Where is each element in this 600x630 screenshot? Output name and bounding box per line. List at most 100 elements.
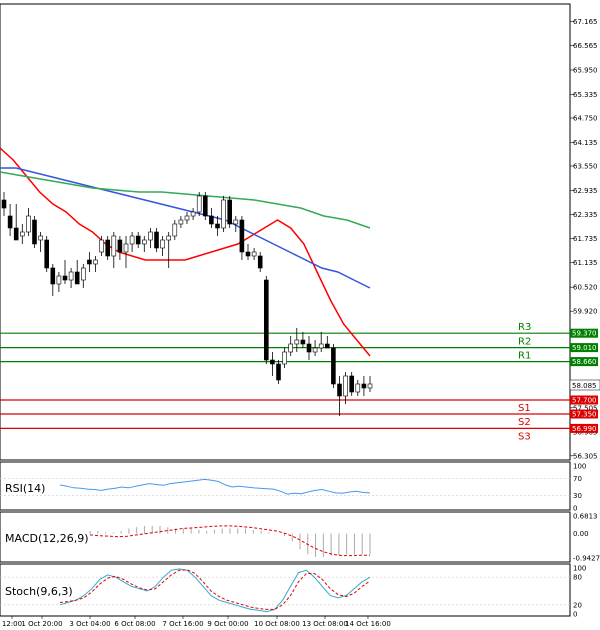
macd-signal-line xyxy=(89,525,370,557)
candle-body xyxy=(7,215,13,229)
candle-body xyxy=(209,215,214,225)
candle-body xyxy=(166,235,171,241)
candle-body xyxy=(62,275,68,281)
candle-body xyxy=(87,259,92,265)
stoch-label: Stoch(9,6,3) xyxy=(5,585,73,598)
stoch-tick-label: 20 xyxy=(573,601,582,609)
candle-body xyxy=(178,219,184,225)
level-label: S3 xyxy=(518,431,531,442)
candle-body xyxy=(129,235,135,245)
rsi-panel xyxy=(0,461,571,511)
current-price-label: 58.085 xyxy=(572,382,597,390)
candle-body xyxy=(93,259,98,265)
rsi-indicator: 100 70 30 0 xyxy=(0,463,586,513)
candle-body xyxy=(56,275,62,285)
candle-body xyxy=(257,255,263,269)
candle-body xyxy=(324,343,330,349)
rsi-tick-label: 0 xyxy=(573,505,577,513)
price-tick-label: 62.335 xyxy=(573,211,598,219)
price-tick-label: 67.165 xyxy=(573,18,598,26)
macd-tick-label: 0.00 xyxy=(573,530,589,538)
price-tick-label: 57.505 xyxy=(573,404,598,412)
candle-body xyxy=(343,375,348,397)
stoch-panel xyxy=(0,563,571,617)
candle-body xyxy=(203,195,208,217)
price-tick-label: 61.735 xyxy=(573,235,598,243)
price-tick-label: 63.550 xyxy=(573,163,598,171)
candle-body xyxy=(32,219,37,245)
candle-body xyxy=(288,343,294,353)
rsi-line xyxy=(59,478,371,495)
level-price-label: 57.700 xyxy=(572,397,597,405)
macd-tick-label: -0.9427 xyxy=(573,555,600,563)
candle-body xyxy=(239,219,245,253)
level-label: S2 xyxy=(518,417,531,428)
candle-body xyxy=(38,235,43,241)
candle-body xyxy=(74,271,80,285)
candle-body xyxy=(361,383,367,389)
candle-body xyxy=(81,267,86,281)
candle-body xyxy=(142,239,147,245)
moving-averages xyxy=(0,147,371,357)
candle-body xyxy=(227,199,232,225)
candle-body xyxy=(123,243,129,253)
candle-body xyxy=(26,215,31,233)
time-tick-label: 12:00 xyxy=(2,620,22,628)
candle-body xyxy=(270,359,275,365)
candle-body xyxy=(148,231,153,241)
ma-line xyxy=(0,171,371,229)
candle-body xyxy=(50,267,56,285)
price-tick-label: 60.520 xyxy=(573,284,598,292)
level-price-box xyxy=(570,409,598,419)
price-tick-label: 65.950 xyxy=(573,67,598,75)
candle-body xyxy=(276,363,281,381)
candle-body xyxy=(172,223,178,237)
current-price-marker: 58.085 xyxy=(569,379,600,391)
candle-body xyxy=(215,223,220,229)
candle-body xyxy=(349,375,355,393)
stoch-k-line xyxy=(59,568,371,613)
candle-body xyxy=(233,219,239,225)
rsi-label: RSI(14) xyxy=(5,482,45,495)
candle-body xyxy=(245,251,251,257)
time-tick-label: 1 Oct 20:00 xyxy=(21,620,62,628)
price-tick-label: 65.335 xyxy=(573,91,598,99)
level-price-box xyxy=(570,395,598,405)
candle-body xyxy=(68,271,74,281)
macd-panel xyxy=(0,511,571,563)
candle-body xyxy=(251,251,257,257)
time-tick-label: 6 Oct 08:00 xyxy=(114,620,155,628)
candle-body xyxy=(13,227,19,241)
candle-body xyxy=(111,235,117,257)
level-price-box xyxy=(570,423,598,433)
stoch-tick-label: 80 xyxy=(573,574,582,582)
ma-line xyxy=(0,147,371,357)
rsi-tick-label: 100 xyxy=(573,463,586,471)
time-tick-label: 9 Oct 00:00 xyxy=(207,620,248,628)
candle-body xyxy=(337,383,342,397)
level-price-label: 58.660 xyxy=(572,358,597,366)
candle-body xyxy=(294,339,300,345)
price-tick-label: 64.135 xyxy=(573,139,598,147)
candle-body xyxy=(160,239,165,249)
candle-body xyxy=(355,383,361,393)
rsi-tick-label: 30 xyxy=(573,492,582,500)
level-price-label: 56.990 xyxy=(572,425,597,433)
price-tick-label: 62.935 xyxy=(573,187,598,195)
candle-body xyxy=(306,343,312,353)
level-label: S1 xyxy=(518,403,531,414)
candle-body xyxy=(331,347,336,385)
candle-body xyxy=(263,279,269,361)
candle-body xyxy=(300,339,306,345)
time-axis: 12:00 1 Oct 20:00 3 Oct 04:00 6 Oct 08:00 7 … xyxy=(0,615,570,628)
time-tick-label: 13 Oct 08:00 xyxy=(302,620,348,628)
candle-body xyxy=(154,231,159,249)
candle-body xyxy=(312,347,318,353)
macd-label: MACD(12,26,9) xyxy=(5,532,89,545)
candle-body xyxy=(44,239,50,269)
price-tick-label: 66.565 xyxy=(573,42,598,50)
candle-body xyxy=(1,199,7,209)
stoch-tick-label: 100 xyxy=(573,565,586,573)
